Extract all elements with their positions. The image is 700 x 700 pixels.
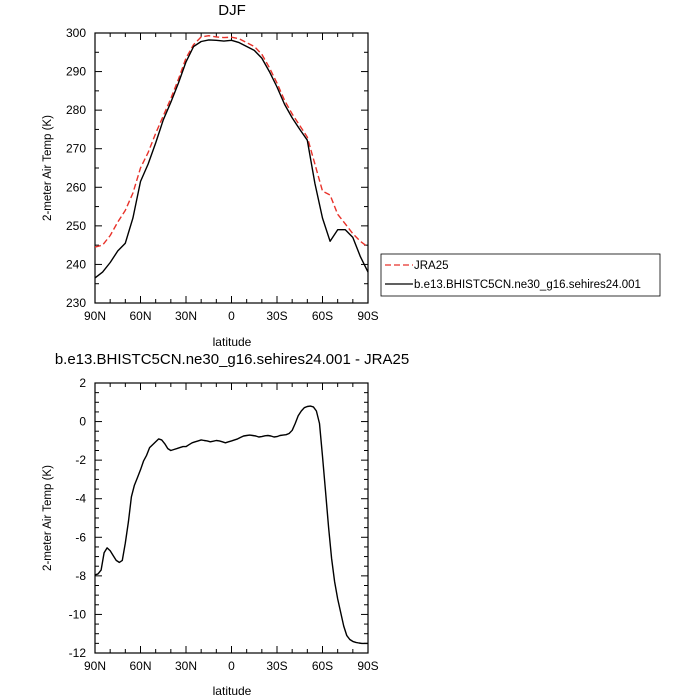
bottom-plot-frame	[94, 382, 369, 654]
bottom-x-tick-label: 60S	[312, 659, 333, 673]
top-y-tick-label: 230	[66, 296, 86, 310]
bottom-axis-ticks	[94, 382, 369, 654]
top-y-tick-label: 250	[66, 219, 86, 233]
top-y-tick-label: 280	[66, 103, 86, 117]
bottom-y-tick-label: -10	[69, 607, 87, 621]
bottom-x-tick-label: 90S	[357, 659, 378, 673]
top-x-tick-label: 60S	[312, 309, 333, 323]
bottom-series-lines	[94, 405, 368, 645]
bottom-chart-title: b.e13.BHISTC5CN.ne30_g16.sehires24.001 -…	[55, 351, 409, 368]
top-x-tick-label: 0	[228, 309, 235, 323]
top-plot-frame	[94, 32, 369, 304]
top-series-lines	[94, 35, 369, 279]
bottom-x-tick-labels: 90N 60N 30N 0 30S 60S 90S	[84, 659, 379, 673]
top-chart-title: DJF	[218, 2, 246, 19]
bottom-y-tick-label: -12	[69, 646, 87, 660]
bottom-chart-panel: b.e13.BHISTC5CN.ne30_g16.sehires24.001 -…	[42, 351, 409, 698]
top-series-line-1	[94, 39, 369, 279]
bottom-y-tick-label: -8	[75, 569, 86, 583]
top-y-tick-label: 260	[66, 180, 86, 194]
bottom-x-axis-label: latitude	[213, 684, 252, 698]
bottom-y-tick-label: -2	[75, 453, 86, 467]
top-y-axis-label: 2-meter Air Temp (K)	[42, 115, 54, 221]
bottom-x-tick-label: 90N	[84, 659, 106, 673]
top-x-axis-label: latitude	[213, 335, 252, 349]
top-x-tick-label: 30N	[175, 309, 197, 323]
top-chart-panel: DJF 230 240 250 260 270 280 290 300 90N 60N 30N 0 3…	[42, 2, 379, 349]
bottom-x-tick-label: 30S	[266, 659, 287, 673]
top-y-tick-label: 300	[66, 26, 86, 40]
top-x-tick-label: 30S	[266, 309, 287, 323]
top-x-tick-labels: 90N 60N 30N 0 30S 60S 90S	[84, 309, 379, 323]
top-y-tick-label: 270	[66, 142, 86, 156]
bottom-x-tick-label: 60N	[129, 659, 151, 673]
bottom-y-axis-label: 2-meter Air Temp (K)	[42, 465, 54, 571]
legend-box	[380, 253, 661, 297]
top-y-tick-label: 240	[66, 257, 86, 271]
bottom-y-tick-label: -4	[75, 492, 86, 506]
top-x-tick-label: 90S	[357, 309, 378, 323]
bottom-y-tick-label: 2	[79, 376, 86, 390]
legend: JRA25 b.e13.BHISTC5CN.ne30_g16.sehires24…	[380, 253, 661, 297]
bottom-y-tick-label: 0	[79, 415, 86, 429]
bottom-y-tick-label: -6	[75, 530, 86, 544]
bottom-series-line-0	[94, 405, 368, 645]
bottom-x-tick-label: 0	[228, 659, 235, 673]
bottom-y-tick-labels: -12 -10 -8 -6 -4 -2 0 2	[69, 376, 87, 660]
top-axis-ticks	[94, 32, 369, 304]
legend-label-model: b.e13.BHISTC5CN.ne30_g16.sehires24.001	[414, 279, 641, 291]
top-x-tick-label: 60N	[129, 309, 151, 323]
top-y-tick-labels: 230 240 250 260 270 280 290 300	[66, 26, 86, 310]
top-series-line-0	[94, 35, 369, 248]
top-y-tick-label: 290	[66, 65, 86, 79]
top-x-tick-label: 90N	[84, 309, 106, 323]
legend-label-jra25: JRA25	[414, 260, 449, 272]
bottom-x-tick-label: 30N	[175, 659, 197, 673]
